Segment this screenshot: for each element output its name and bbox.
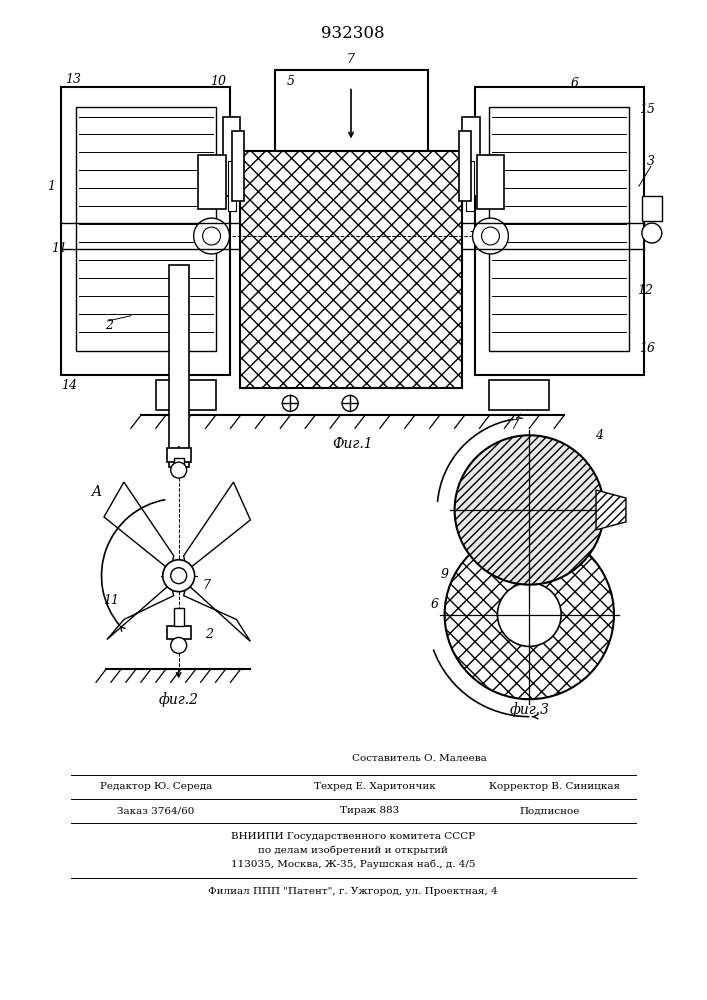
Circle shape	[163, 560, 194, 592]
Polygon shape	[596, 490, 626, 530]
FancyBboxPatch shape	[275, 70, 428, 151]
Text: 11: 11	[103, 594, 119, 607]
Text: 13: 13	[65, 73, 81, 86]
Polygon shape	[107, 584, 174, 639]
FancyBboxPatch shape	[240, 151, 462, 388]
Text: 12: 12	[637, 284, 653, 297]
FancyBboxPatch shape	[489, 380, 549, 410]
FancyBboxPatch shape	[156, 331, 216, 371]
Text: 2: 2	[105, 319, 113, 332]
Text: 7: 7	[203, 579, 211, 592]
Circle shape	[170, 462, 187, 478]
FancyBboxPatch shape	[167, 626, 191, 639]
Text: 1: 1	[47, 180, 55, 193]
FancyBboxPatch shape	[642, 196, 662, 221]
Text: 113035, Москва, Ж-35, Раушская наб., д. 4/5: 113035, Москва, Ж-35, Раушская наб., д. …	[230, 860, 475, 869]
Polygon shape	[184, 584, 250, 641]
FancyBboxPatch shape	[462, 117, 479, 196]
FancyBboxPatch shape	[156, 380, 216, 410]
Circle shape	[203, 227, 221, 245]
Text: 9: 9	[440, 568, 449, 581]
Text: ВНИИПИ Государственного комитета СССР: ВНИИПИ Государственного комитета СССР	[231, 832, 475, 841]
Text: Составитель О. Малеева: Составитель О. Малеева	[352, 754, 487, 763]
Text: 8: 8	[610, 508, 618, 521]
FancyBboxPatch shape	[477, 155, 504, 209]
Circle shape	[282, 395, 298, 411]
FancyBboxPatch shape	[198, 155, 226, 209]
FancyBboxPatch shape	[489, 107, 629, 351]
Circle shape	[455, 435, 604, 585]
Text: Подписное: Подписное	[519, 806, 580, 815]
Circle shape	[472, 218, 508, 254]
Text: по делам изобретений и открытий: по делам изобретений и открытий	[258, 846, 448, 855]
Text: 7: 7	[346, 53, 354, 66]
FancyBboxPatch shape	[174, 608, 184, 626]
Text: 15: 15	[639, 103, 655, 116]
FancyBboxPatch shape	[459, 131, 471, 201]
FancyBboxPatch shape	[223, 117, 240, 196]
Circle shape	[342, 395, 358, 411]
Text: 6: 6	[431, 598, 438, 611]
FancyBboxPatch shape	[61, 87, 230, 375]
Polygon shape	[104, 482, 174, 571]
Polygon shape	[184, 482, 250, 571]
Text: A: A	[91, 485, 101, 499]
Circle shape	[498, 583, 561, 646]
Circle shape	[170, 637, 187, 653]
Circle shape	[445, 530, 614, 699]
FancyBboxPatch shape	[474, 87, 644, 375]
FancyBboxPatch shape	[465, 161, 474, 211]
Text: 2: 2	[204, 628, 213, 641]
Text: Корректор В. Синицкая: Корректор В. Синицкая	[489, 782, 620, 791]
Text: Филиал ППП "Патент", г. Ужгород, ул. Проектная, 4: Филиал ППП "Патент", г. Ужгород, ул. Про…	[208, 887, 498, 896]
Text: 932308: 932308	[321, 25, 385, 42]
Text: 16: 16	[639, 342, 655, 355]
Text: 7: 7	[510, 419, 518, 432]
Text: Фиг.1: Фиг.1	[333, 437, 373, 451]
Text: Техред Е. Харитончик: Техред Е. Харитончик	[314, 782, 436, 791]
Text: фиг.2: фиг.2	[158, 692, 199, 707]
Circle shape	[194, 218, 230, 254]
Text: Редактор Ю. Середа: Редактор Ю. Середа	[100, 782, 212, 791]
FancyBboxPatch shape	[76, 107, 216, 351]
FancyBboxPatch shape	[228, 161, 236, 211]
Text: 6: 6	[570, 77, 578, 90]
FancyBboxPatch shape	[233, 131, 245, 201]
Text: Тираж 883: Тираж 883	[340, 806, 399, 815]
Text: 11: 11	[51, 242, 67, 255]
Circle shape	[170, 568, 187, 584]
Text: 5: 5	[286, 75, 294, 88]
Circle shape	[642, 223, 662, 243]
Text: 4: 4	[595, 429, 603, 442]
FancyBboxPatch shape	[489, 331, 549, 371]
Text: Заказ 3764/60: Заказ 3764/60	[117, 806, 194, 815]
Text: 3: 3	[647, 155, 655, 168]
Circle shape	[481, 227, 499, 245]
Text: 14: 14	[61, 379, 77, 392]
FancyBboxPatch shape	[169, 265, 189, 467]
FancyBboxPatch shape	[174, 458, 184, 476]
FancyBboxPatch shape	[167, 448, 191, 462]
Text: 10: 10	[211, 75, 226, 88]
Text: фиг.3: фиг.3	[509, 702, 549, 717]
